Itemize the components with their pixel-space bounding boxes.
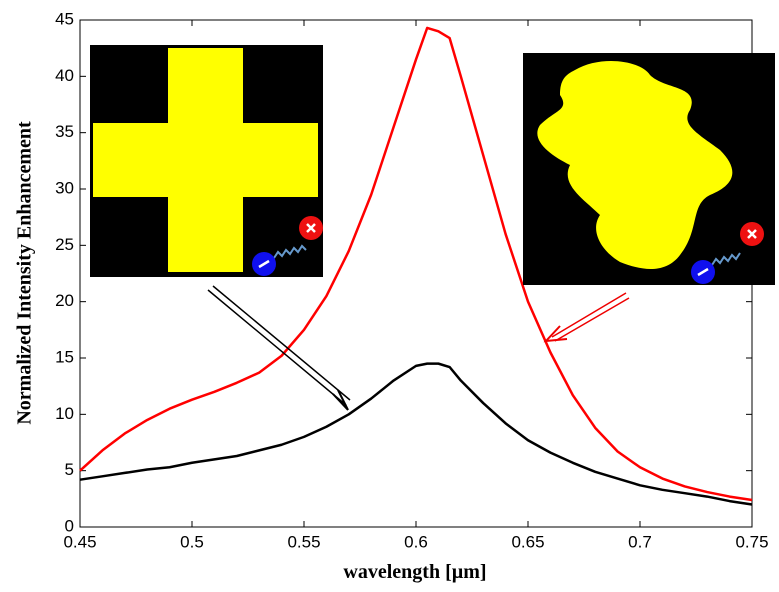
y-tick-label: 40 [55,66,74,85]
y-tick-label: 5 [65,460,74,479]
data-line [79,26,753,502]
cross-inset [90,45,323,277]
x-tick-label: 0.45 [63,532,96,551]
blob-inset [523,53,775,285]
y-axis-label: Normalized Intensity Enhancement [14,121,36,425]
y-tick-label: 20 [55,291,74,310]
plot-area: 0 5 10 15 20 25 30 35 40 45 0.45 0.5 0.55 0.6 0.65 0.7 0… [55,9,768,551]
red-arrow [543,292,630,343]
y-tick-label: 30 [55,178,74,197]
data-line [79,362,753,506]
x-tick-label: 0.6 [404,532,428,551]
y-tick-label: 45 [55,9,74,28]
x-tick-label: 0.7 [628,532,652,551]
x-axis-label: wavelength [µm] [343,561,486,583]
x-tick-label: 0.65 [511,532,544,551]
y-tick-label: 25 [55,235,74,254]
x-tick-label: 0.5 [180,532,204,551]
y-tick-label: 15 [55,347,74,366]
y-tick-label: 10 [55,404,74,423]
x-tick-label: 0.55 [287,532,320,551]
black-arrow [207,285,351,411]
y-tick-label: 35 [55,122,74,141]
x-tick-label: 0.75 [735,532,768,551]
y-tick-label: 0 [65,516,74,535]
